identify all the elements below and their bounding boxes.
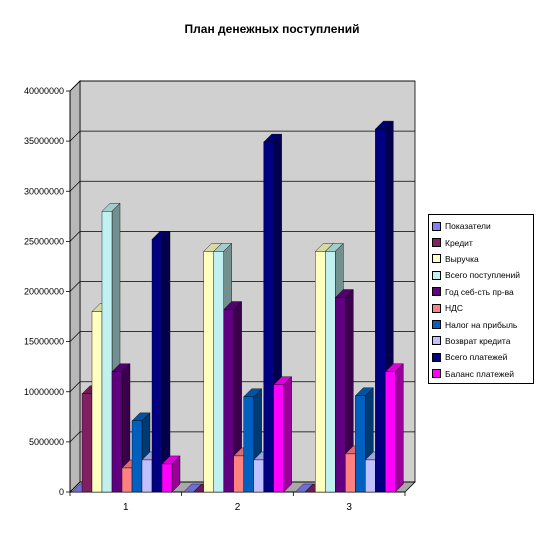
legend-label: Год себ-сть пр-ва: [445, 286, 514, 297]
x-tick-label: 2: [235, 502, 241, 513]
bar: [325, 251, 336, 493]
y-tick-label: 35000000: [24, 136, 64, 146]
bar: [355, 395, 366, 493]
legend: Показатели Кредит Выручка Всего поступлений…: [428, 214, 534, 384]
bar: [243, 396, 254, 493]
bar: [253, 459, 264, 493]
legend-item: Выручка: [432, 251, 533, 267]
gridline: [69, 331, 415, 342]
legend-swatch: [432, 221, 441, 231]
chart-title: План денежных поступлений: [184, 22, 360, 36]
bar-side: [161, 230, 171, 493]
legend-swatch: [432, 336, 441, 346]
legend-label: Кредит: [445, 237, 473, 248]
legend-swatch: [432, 287, 441, 297]
bar: [213, 251, 224, 493]
y-tick-label: 25000000: [24, 236, 64, 246]
legend-item: Налог на прибыль: [432, 316, 533, 332]
bar: [263, 141, 274, 493]
legend-swatch: [432, 369, 441, 379]
gridline: [69, 231, 415, 242]
bar: [335, 297, 346, 493]
legend-label: Всего платежей: [445, 352, 508, 363]
legend-item: Год себ-сть пр-ва: [432, 284, 533, 300]
bar: [151, 239, 163, 493]
legend-item: Всего платежей: [432, 349, 533, 365]
legend-label: Показатели: [445, 221, 491, 232]
bar: [111, 371, 123, 493]
y-tick-label: 10000000: [24, 387, 64, 397]
bar: [375, 128, 386, 493]
y-tick-label: 20000000: [24, 287, 64, 297]
gridline: [69, 80, 415, 92]
y-tick-label: 40000000: [24, 86, 64, 96]
gridline: [69, 481, 415, 493]
legend-label: НДС: [445, 303, 464, 314]
legend-item: Возврат кредита: [432, 333, 533, 349]
legend-item: НДС: [432, 300, 533, 316]
y-tick-label: 5000000: [29, 437, 64, 447]
bar: [161, 463, 173, 493]
legend-swatch: [432, 254, 441, 264]
bar: [101, 211, 113, 493]
y-tick-label: 15000000: [24, 337, 64, 347]
legend-swatch: [432, 320, 441, 330]
y-tick-label: 30000000: [24, 186, 64, 196]
legend-item: Всего поступлений: [432, 267, 533, 283]
legend-swatch: [432, 352, 441, 362]
bar: [121, 467, 133, 493]
gridline: [69, 281, 415, 292]
x-tick-label: 3: [346, 502, 352, 513]
bar: [233, 455, 244, 493]
bar: [345, 453, 356, 493]
bar: [273, 384, 284, 493]
legend-label: Возврат кредита: [445, 335, 511, 346]
gridline: [69, 180, 415, 192]
legend-label: Баланс платежей: [445, 368, 514, 379]
legend-item: Показатели: [432, 218, 533, 234]
bar: [81, 393, 93, 493]
bar-side: [395, 363, 404, 493]
gridline: [69, 381, 415, 392]
legend-label: Выручка: [445, 253, 479, 264]
x-tick-label: 1: [123, 502, 129, 513]
bar: [223, 309, 234, 493]
legend-swatch: [432, 303, 441, 313]
legend-label: Налог на прибыль: [445, 319, 518, 330]
legend-swatch: [432, 270, 441, 280]
y-tick-label: 0: [59, 487, 64, 497]
bar: [315, 251, 326, 493]
gridline: [69, 130, 415, 142]
bar: [203, 251, 214, 493]
gridline: [69, 431, 415, 443]
legend-label: Всего поступлений: [445, 270, 520, 281]
legend-swatch: [432, 238, 441, 248]
bar-side: [283, 376, 292, 493]
bar: [91, 311, 103, 493]
bar: [385, 371, 396, 493]
legend-item: Кредит: [432, 234, 533, 250]
legend-item: Баланс платежей: [432, 366, 533, 382]
bar: [131, 420, 143, 493]
bar: [365, 459, 376, 493]
bar: [141, 459, 153, 493]
